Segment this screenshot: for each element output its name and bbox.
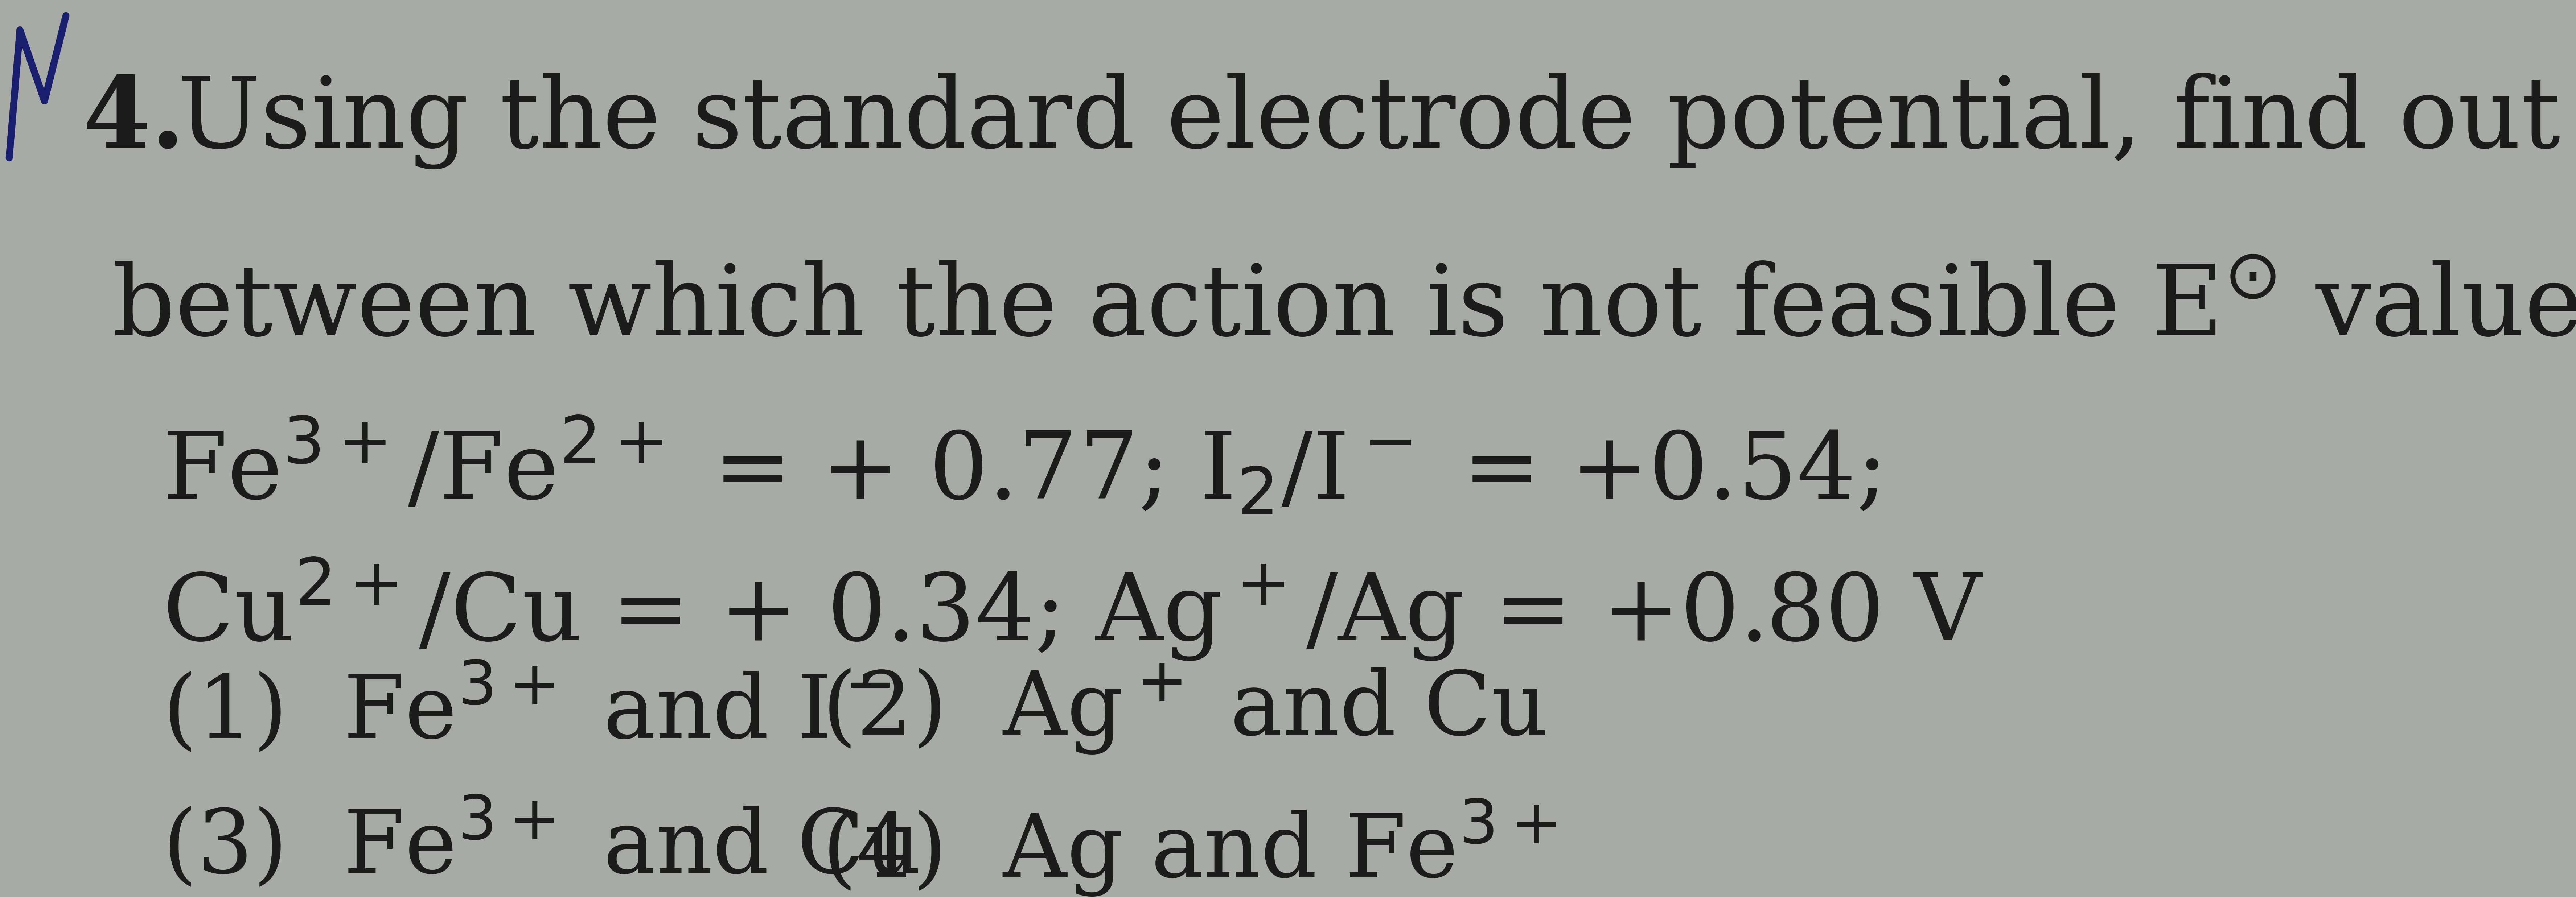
Text: (3)  Fe$^{3+}$ and Cu: (3) Fe$^{3+}$ and Cu [162, 797, 920, 892]
Text: (1)  Fe$^{3+}$ and I$^-$: (1) Fe$^{3+}$ and I$^-$ [162, 662, 891, 757]
Text: 4.: 4. [82, 73, 185, 169]
Text: Using the standard electrode potential, find out the pair: Using the standard electrode potential, … [178, 73, 2576, 170]
Text: between which the action is not feasible E$^{\odot}$ values:: between which the action is not feasible… [111, 261, 2576, 356]
Text: (4)  Ag and Fe$^{3+}$: (4) Ag and Fe$^{3+}$ [822, 797, 1556, 897]
Text: Fe$^{3+}$/Fe$^{2+}$ = + 0.77; I$_2$/I$^-$ = +0.54;: Fe$^{3+}$/Fe$^{2+}$ = + 0.77; I$_2$/I$^-… [162, 417, 1878, 518]
Text: Cu$^{2+}$/Cu = + 0.34; Ag$^+$/Ag = +0.80 V: Cu$^{2+}$/Cu = + 0.34; Ag$^+$/Ag = +0.80… [162, 555, 1984, 662]
Text: (2)  Ag$^+$ and Cu: (2) Ag$^+$ and Cu [822, 662, 1546, 755]
